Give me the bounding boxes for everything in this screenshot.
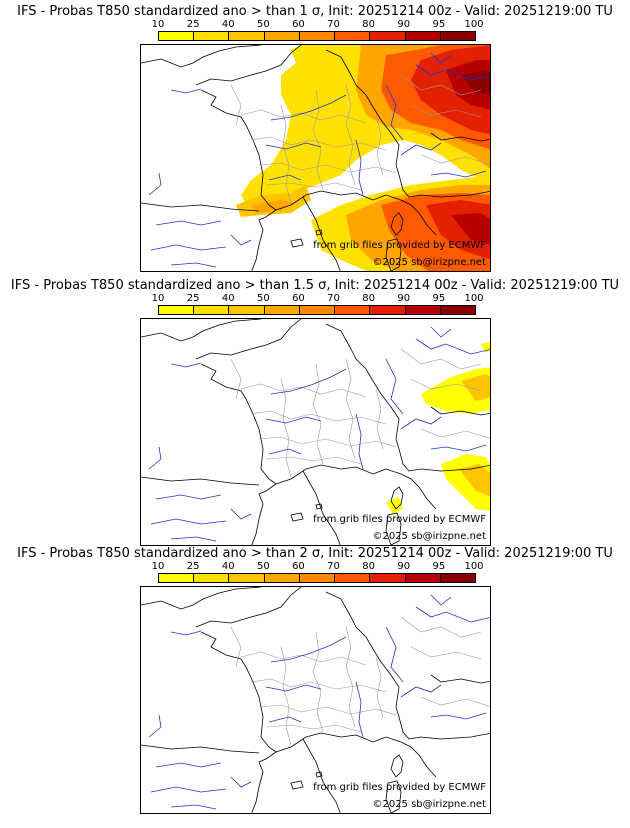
credit-copyright: ©2025 sb@irizpne.net	[372, 531, 486, 542]
map-panel-2: IFS - Probas T850 standardized ano > tha…	[0, 278, 630, 546]
colorbar-swatch	[229, 574, 265, 582]
colorbar-tick-label: 80	[362, 19, 376, 30]
probability-map: from grib files provided by ECMWF ©2025 …	[140, 318, 491, 546]
colorbar-swatch	[440, 32, 475, 40]
credit-source: from grib files provided by ECMWF	[313, 240, 486, 251]
colorbar-tick-label: 60	[292, 19, 305, 30]
colorbar-tick-label: 10	[151, 293, 165, 304]
colorbar-swatch	[194, 32, 230, 40]
colorbar-swatch	[229, 306, 265, 314]
colorbar	[158, 31, 476, 41]
colorbar-tick-label: 80	[362, 561, 376, 572]
colorbar-tick-label: 40	[221, 19, 235, 30]
colorbar-tick-label: 90	[397, 293, 411, 304]
colorbar-swatch	[264, 574, 300, 582]
colorbar-swatch	[299, 32, 336, 40]
panel-title: IFS - Probas T850 standardized ano > tha…	[17, 546, 613, 561]
map-panel-1: IFS - Probas T850 standardized ano > tha…	[0, 4, 630, 272]
colorbar-swatch	[335, 574, 371, 582]
colorbar-swatch	[370, 306, 406, 314]
colorbar-swatch	[370, 574, 406, 582]
colorbar-tick-label: 40	[221, 561, 235, 572]
probability-fill	[236, 45, 490, 271]
colorbar-swatch	[370, 32, 406, 40]
colorbar-swatch	[405, 574, 441, 582]
colorbar-tick-label: 40	[221, 293, 235, 304]
credit-copyright: ©2025 sb@irizpne.net	[372, 799, 486, 810]
colorbar-ticks: 10 25 40 50 60 70 80 90 95 100	[151, 561, 484, 573]
colorbar-swatch	[229, 32, 265, 40]
colorbar-tick-label: 25	[186, 561, 200, 572]
colorbar-tick-label: 80	[362, 293, 376, 304]
credit-source: from grib files provided by ECMWF	[313, 514, 486, 525]
colorbar-tick-label: 100	[464, 561, 484, 572]
colorbar-tick-label: 95	[432, 293, 446, 304]
colorbar	[158, 573, 476, 583]
colorbar	[158, 305, 476, 315]
colorbar-tick-label: 25	[186, 19, 200, 30]
probability-map: from grib files provided by ECMWF ©2025 …	[140, 44, 491, 272]
colorbar-swatch	[264, 32, 300, 40]
probability-map: from grib files provided by ECMWF ©2025 …	[140, 586, 491, 814]
panel-title: IFS - Probas T850 standardized ano > tha…	[10, 278, 620, 293]
credit-copyright: ©2025 sb@irizpne.net	[372, 257, 486, 268]
colorbar-swatch	[299, 574, 336, 582]
colorbar-swatch	[159, 574, 195, 582]
colorbar-tick-label: 10	[151, 561, 165, 572]
colorbar-swatch	[194, 574, 230, 582]
colorbar-swatch	[405, 306, 441, 314]
panel-title: IFS - Probas T850 standardized ano > tha…	[17, 4, 613, 19]
colorbar-swatch	[335, 306, 371, 314]
colorbar-tick-label: 60	[292, 561, 305, 572]
colorbar-tick-label: 50	[256, 19, 270, 30]
colorbar-swatch	[440, 306, 475, 314]
colorbar-tick-label: 90	[397, 19, 411, 30]
colorbar-swatch	[299, 306, 336, 314]
colorbar-tick-label: 95	[432, 561, 446, 572]
colorbar-tick-label: 90	[397, 561, 411, 572]
colorbar-tick-label: 10	[151, 19, 165, 30]
colorbar-tick-label: 70	[327, 19, 340, 30]
colorbar-tick-label: 25	[186, 293, 200, 304]
colorbar-tick-label: 60	[292, 293, 305, 304]
credit-source: from grib files provided by ECMWF	[313, 782, 486, 793]
colorbar-tick-label: 70	[327, 293, 340, 304]
colorbar-ticks: 10 25 40 50 60 70 80 90 95 100	[151, 19, 484, 31]
colorbar-swatch	[440, 574, 475, 582]
colorbar-ticks: 10 25 40 50 60 70 80 90 95 100	[151, 293, 484, 305]
colorbar-swatch	[264, 306, 300, 314]
map-panel-3: IFS - Probas T850 standardized ano > tha…	[0, 546, 630, 814]
colorbar-swatch	[159, 306, 195, 314]
colorbar-swatch	[194, 306, 230, 314]
colorbar-tick-label: 100	[464, 19, 484, 30]
colorbar-tick-label: 100	[464, 293, 484, 304]
colorbar-swatch	[159, 32, 195, 40]
colorbar-swatch	[405, 32, 441, 40]
probability-fill	[386, 341, 490, 514]
colorbar-tick-label: 95	[432, 19, 446, 30]
colorbar-tick-label: 50	[256, 561, 270, 572]
colorbar-tick-label: 70	[327, 561, 340, 572]
colorbar-swatch	[335, 32, 371, 40]
colorbar-tick-label: 50	[256, 293, 270, 304]
